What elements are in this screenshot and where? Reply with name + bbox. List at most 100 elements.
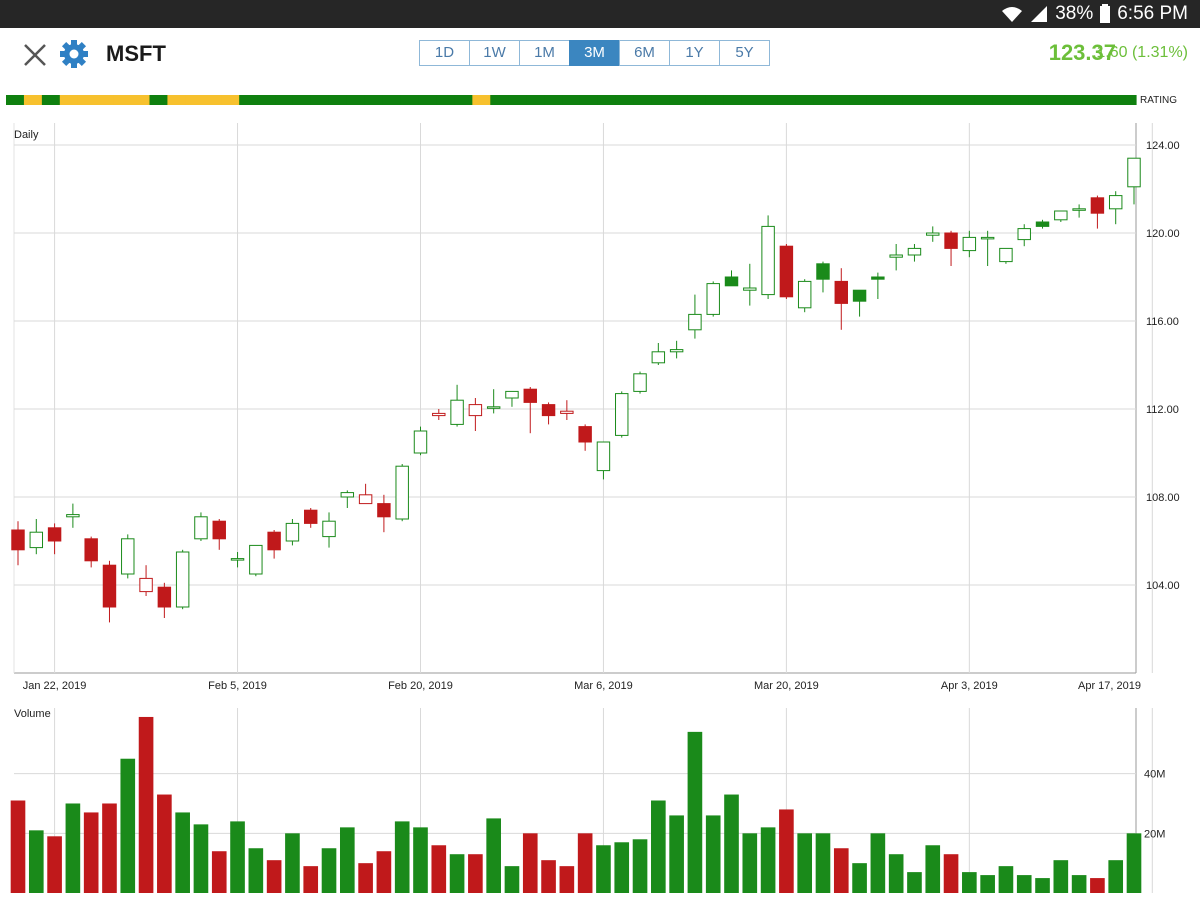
- candle-body: [962, 236, 977, 252]
- tab-5y[interactable]: 5Y: [719, 40, 770, 66]
- volume-bar: [687, 731, 703, 893]
- rating-segment: [23, 95, 43, 105]
- rating-segment: [633, 95, 653, 105]
- volume-bar: [1090, 878, 1105, 893]
- volume-bar: [980, 875, 995, 893]
- tab-6m[interactable]: 6M: [619, 40, 670, 66]
- candle-body: [761, 225, 775, 296]
- volume-bar: [1108, 860, 1124, 893]
- rating-segment: [1046, 95, 1065, 105]
- volume-bar: [797, 833, 813, 893]
- volume-tick-label: 20M: [1144, 828, 1165, 840]
- rating-segment: [777, 95, 796, 105]
- rating-segment: [526, 95, 545, 105]
- candle-body: [980, 236, 995, 240]
- candle-body: [285, 522, 300, 542]
- rating-segment: [275, 95, 294, 105]
- rating-segment: [436, 95, 456, 105]
- candle-body: [852, 289, 867, 302]
- rating-segment: [741, 95, 760, 105]
- candle-body: [633, 373, 647, 392]
- tab-1w[interactable]: 1W: [469, 40, 520, 66]
- y-tick-label: 112.00: [1146, 404, 1179, 416]
- candle-body: [47, 527, 62, 542]
- rating-segment: [562, 95, 581, 105]
- gear-icon[interactable]: [58, 38, 90, 70]
- volume-bar: [120, 758, 136, 893]
- volume-bar: [28, 830, 44, 893]
- rating-segment: [813, 95, 832, 105]
- volume-bar: [632, 839, 648, 893]
- x-axis-labels: Jan 22, 2019 Feb 5, 2019 Feb 20, 2019 Mar 6…: [23, 680, 1141, 692]
- x-tick-label: Jan 22, 2019: [23, 680, 87, 692]
- rating-segment: [759, 95, 778, 105]
- top-bar: MSFT 1D 1W 1M 3M 6M 1Y 5Y 123.37 1.60 (1…: [0, 28, 1200, 84]
- volume-bar: [175, 812, 190, 893]
- volume-bar: [83, 812, 99, 893]
- volume-bar: [303, 866, 319, 893]
- candle-body: [468, 404, 483, 417]
- volume-bar: [541, 860, 556, 893]
- candle-body: [743, 287, 757, 291]
- volume-tick-label: 40M: [1144, 769, 1165, 781]
- rating-segment: [831, 95, 850, 105]
- rating-segment: [1118, 95, 1137, 105]
- candle-body: [523, 388, 537, 403]
- volume-bar: [815, 833, 831, 893]
- rating-segment: [346, 95, 366, 105]
- battery-icon: [1099, 4, 1111, 24]
- volume-bar: [47, 836, 62, 893]
- candle-body: [1017, 228, 1031, 241]
- volume-bar: [760, 827, 776, 893]
- volume-bar: [486, 818, 501, 893]
- rating-segment: [418, 95, 438, 105]
- y-tick-label: 116.00: [1146, 316, 1179, 328]
- volume-bar: [614, 842, 630, 893]
- volume-bar: [651, 800, 666, 893]
- volume-bar: [998, 866, 1014, 893]
- rating-segment: [203, 95, 222, 105]
- volume-bar: [1071, 875, 1087, 893]
- rating-segment: [651, 95, 671, 105]
- volume-bar: [102, 803, 117, 893]
- close-icon[interactable]: [22, 42, 48, 68]
- candle-body: [560, 410, 574, 414]
- tab-1d[interactable]: 1D: [419, 40, 470, 66]
- rating-segment: [221, 95, 240, 105]
- rating-segment: [723, 95, 742, 105]
- candle-body: [615, 393, 629, 436]
- volume-bar: [413, 827, 428, 893]
- candle-body: [157, 586, 172, 608]
- y-tick-label: 108.00: [1146, 492, 1180, 504]
- rating-segment: [400, 95, 420, 105]
- rating-segment: [454, 95, 473, 105]
- price-change: 1.60 (1.31%): [1096, 44, 1188, 61]
- x-tick-label: Apr 3, 2019: [941, 680, 998, 692]
- candle-body: [1072, 208, 1086, 211]
- volume-bar: [1016, 875, 1032, 893]
- rating-segment: [974, 95, 994, 105]
- tab-3m[interactable]: 3M: [569, 40, 620, 66]
- rating-segment: [113, 95, 133, 105]
- tab-1y[interactable]: 1Y: [669, 40, 720, 66]
- candle-body: [651, 351, 666, 364]
- volume-bar: [559, 866, 575, 893]
- ticker-symbol: MSFT: [106, 41, 166, 66]
- x-tick-label: Mar 20, 2019: [754, 680, 819, 692]
- candle-body: [450, 399, 464, 425]
- rating-segment: [920, 95, 940, 105]
- volume-bar: [852, 863, 867, 893]
- rating-segment: [992, 95, 1012, 105]
- tab-1m[interactable]: 1M: [519, 40, 570, 66]
- volume-bars: [10, 716, 1142, 893]
- volume-bar: [925, 845, 941, 893]
- candle-body: [304, 509, 318, 524]
- volume-bar: [376, 851, 392, 893]
- rating-segment: [328, 95, 348, 105]
- candle-body: [230, 558, 245, 561]
- rating-segment: [508, 95, 527, 105]
- candle-body: [706, 283, 720, 315]
- chart-title: Daily: [14, 129, 39, 141]
- volume-bar: [193, 824, 209, 893]
